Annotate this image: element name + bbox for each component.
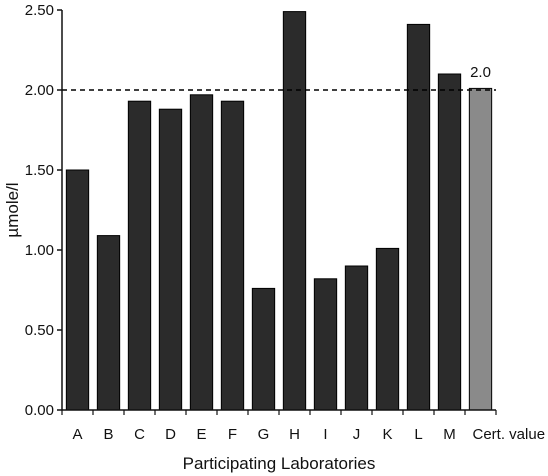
x-tick-label-cert-value: Cert. value — [473, 426, 546, 443]
bar-lab-d — [158, 108, 183, 411]
bar-lab-m — [437, 73, 462, 411]
certified-reference-label: 2.0 — [470, 64, 491, 81]
y-tick-label: 0.50 — [25, 322, 54, 339]
y-axis-title: µmole/l — [3, 182, 22, 237]
y-tick-labels: 0.00 0.50 1.00 1.50 2.00 2.50 — [25, 2, 54, 419]
x-tick-label-g: G — [258, 426, 270, 443]
y-tick-label: 2.50 — [25, 2, 54, 19]
y-tick-label: 2.00 — [25, 82, 54, 99]
bar-lab-i — [313, 278, 338, 411]
bar-lab-e — [189, 94, 214, 411]
x-tick-label-f: F — [228, 426, 237, 443]
x-axis-title: Participating Laboratories — [183, 454, 376, 473]
x-tick-label-l: L — [414, 426, 422, 443]
x-tick-label-h: H — [289, 426, 300, 443]
x-tick-label-a: A — [72, 426, 82, 443]
bar-lab-g — [251, 287, 276, 411]
x-tick-label-k: K — [382, 426, 392, 443]
x-tick-labels: A B C D E F G H I J K L M Cert. value — [72, 426, 545, 443]
x-tick-label-m: M — [443, 426, 456, 443]
bar-lab-h — [282, 11, 307, 411]
x-tick-label-d: D — [165, 426, 176, 443]
x-tick-label-e: E — [196, 426, 206, 443]
bar-lab-f — [220, 100, 245, 411]
bar-lab-j — [344, 265, 369, 411]
bar-lab-l — [406, 23, 431, 411]
x-tick-label-j: J — [353, 426, 361, 443]
y-tick-label: 1.00 — [25, 242, 54, 259]
y-tick-label: 0.00 — [25, 402, 54, 419]
x-tick-label-b: B — [103, 426, 113, 443]
x-tick-label-i: I — [323, 426, 327, 443]
bar-cert-value — [468, 87, 493, 411]
x-tick-label-c: C — [134, 426, 145, 443]
y-tick-label: 1.50 — [25, 162, 54, 179]
axes-group — [57, 9, 497, 415]
bar-lab-c — [127, 100, 152, 411]
bar-lab-k — [375, 247, 400, 411]
bars-group — [65, 11, 493, 411]
bar-lab-b — [96, 235, 121, 411]
bar-lab-a — [65, 169, 90, 411]
